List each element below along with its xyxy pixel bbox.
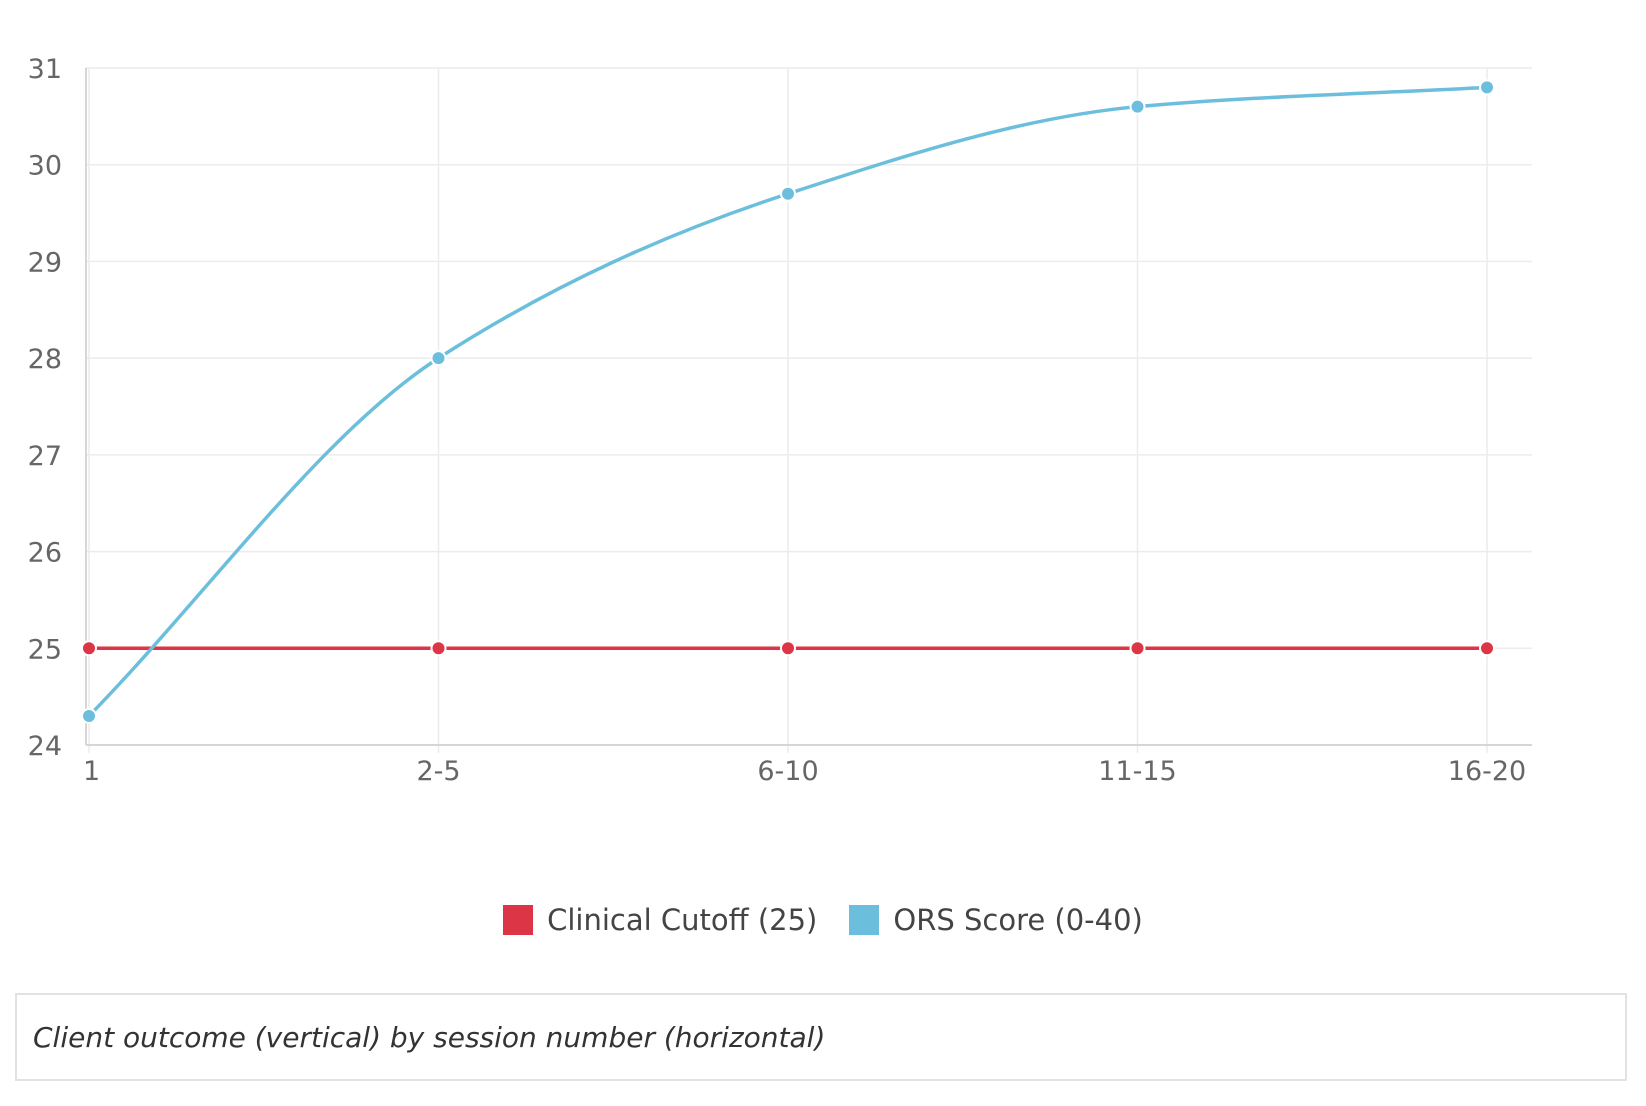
chart-caption-box: Client outcome (vertical) by session num…	[15, 993, 1627, 1081]
y-axis-ticks: 24 25 26 27 28 29 30 31	[28, 54, 62, 762]
data-point-ors-score[interactable]	[81, 707, 97, 724]
data-point-clinical-cutoff[interactable]	[1479, 640, 1495, 657]
x-tick-label: 1	[83, 756, 100, 787]
y-tick-label: 30	[28, 151, 62, 182]
data-point-clinical-cutoff[interactable]	[430, 640, 447, 657]
data-point-clinical-cutoff[interactable]	[81, 640, 97, 657]
y-tick-label: 25	[28, 634, 62, 665]
y-tick-label: 29	[28, 247, 62, 278]
x-tick-label: 11-15	[1098, 756, 1176, 787]
legend: Clinical Cutoff (25) ORS Score (0-40)	[0, 890, 1646, 950]
data-point-clinical-cutoff[interactable]	[1129, 640, 1146, 657]
data-point-ors-score[interactable]	[780, 185, 796, 202]
x-tick-label: 6-10	[757, 756, 818, 787]
series-line-ors-score	[87, 85, 1489, 718]
x-axis-ticks: 1 2-5 6-10 11-15 16-20	[83, 756, 1526, 787]
line-chart: 24 25 26 27 28 29 30 31 1 2-5 6-10 11-15 16-20	[28, 54, 1532, 787]
data-point-clinical-cutoff[interactable]	[780, 640, 796, 657]
x-tick-label: 16-20	[1448, 756, 1526, 787]
data-point-ors-score[interactable]	[1129, 98, 1146, 115]
grid	[86, 67, 1532, 753]
data-point-ors-score[interactable]	[1479, 79, 1495, 96]
data-point-ors-score[interactable]	[430, 350, 447, 367]
legend-swatch-ors-score	[849, 905, 880, 935]
legend-label: ORS Score (0-40)	[893, 903, 1143, 937]
series	[81, 79, 1495, 724]
y-tick-label: 28	[28, 344, 62, 375]
legend-swatch-clinical-cutoff	[503, 905, 534, 935]
legend-item-ors-score[interactable]: ORS Score (0-40)	[849, 903, 1143, 937]
legend-item-clinical-cutoff[interactable]: Clinical Cutoff (25)	[503, 903, 817, 937]
chart-caption: Client outcome (vertical) by session num…	[33, 1020, 826, 1054]
axes	[85, 68, 1532, 746]
y-tick-label: 26	[28, 538, 62, 569]
legend-label: Clinical Cutoff (25)	[547, 903, 818, 937]
y-tick-label: 31	[28, 54, 62, 85]
y-tick-label: 24	[28, 731, 62, 762]
y-tick-label: 27	[28, 441, 62, 472]
x-tick-label: 2-5	[416, 756, 460, 787]
